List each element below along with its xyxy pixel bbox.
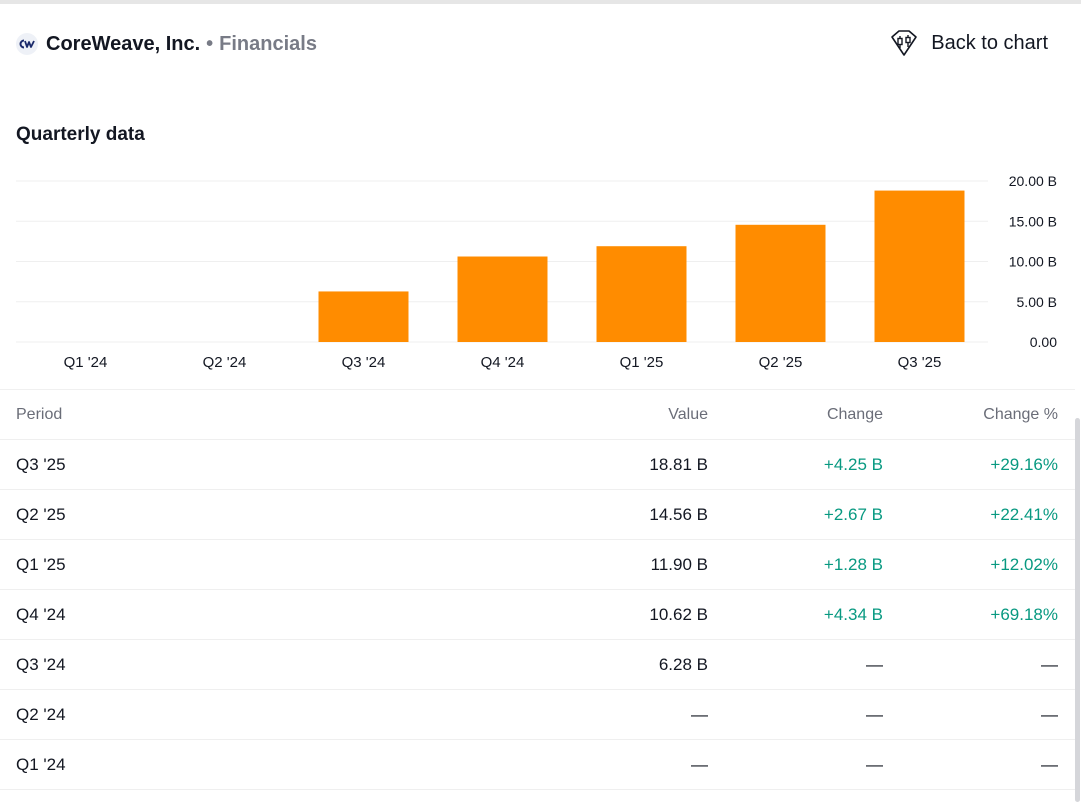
y-tick-label: 10.00 B bbox=[1009, 254, 1057, 270]
row-period: Q3 '25 bbox=[16, 454, 66, 474]
row-value: 14.56 B bbox=[649, 504, 708, 524]
financials-table: Period Value Change Change % Q3 '25 18.81… bbox=[0, 389, 1075, 790]
x-tick-label: Q2 '25 bbox=[759, 354, 803, 371]
row-change: — bbox=[866, 704, 883, 724]
row-change: — bbox=[866, 654, 883, 674]
row-change-pct: — bbox=[1041, 704, 1058, 724]
header-change[interactable]: Change bbox=[826, 405, 883, 423]
table-header-row: Period Value Change Change % bbox=[0, 390, 1075, 440]
y-tick-label: 0.00 bbox=[1030, 334, 1057, 350]
table-body: Q3 '25 18.81 B +4.25 B +29.16% Q2 '25 14.56 B… bbox=[0, 440, 1075, 790]
row-period: Q4 '24 bbox=[16, 604, 66, 624]
header-period[interactable]: Period bbox=[16, 405, 63, 423]
table-row[interactable]: Q3 '25 18.81 B +4.25 B +29.16% bbox=[0, 440, 1075, 490]
header-change-pct[interactable]: Change % bbox=[983, 405, 1058, 423]
row-change: +4.25 B bbox=[823, 454, 883, 474]
bar[interactable] bbox=[874, 190, 965, 342]
x-tick-label: Q1 '24 bbox=[64, 354, 108, 371]
row-value: 6.28 B bbox=[658, 654, 708, 674]
row-period: Q3 '24 bbox=[16, 654, 66, 674]
row-change-pct: — bbox=[1041, 654, 1058, 674]
row-value: — bbox=[691, 704, 708, 724]
row-value: — bbox=[691, 754, 708, 774]
back-to-chart-button[interactable]: Back to chart bbox=[889, 28, 1048, 58]
x-tick-label: Q2 '24 bbox=[203, 354, 247, 371]
row-change: +1.28 B bbox=[823, 554, 883, 574]
table-row[interactable]: Q2 '24 — — — bbox=[0, 690, 1075, 740]
row-value: 18.81 B bbox=[649, 454, 708, 474]
title-separator: • bbox=[206, 32, 214, 55]
section-name: Financials bbox=[219, 32, 317, 55]
bar[interactable] bbox=[596, 246, 687, 342]
row-change-pct: +69.18% bbox=[990, 604, 1058, 624]
table-row[interactable]: Q4 '24 10.62 B +4.34 B +69.18% bbox=[0, 590, 1075, 640]
x-tick-label: Q3 '25 bbox=[898, 354, 942, 371]
scrollbar[interactable] bbox=[1075, 418, 1080, 802]
y-tick-label: 15.00 B bbox=[1009, 213, 1057, 229]
row-value: 11.90 B bbox=[650, 554, 708, 574]
back-to-chart-label: Back to chart bbox=[931, 31, 1048, 54]
x-tick-label: Q3 '24 bbox=[342, 354, 386, 371]
bar[interactable] bbox=[457, 256, 548, 342]
row-change: — bbox=[866, 754, 883, 774]
page-header: CoreWeave, Inc. • Financials bbox=[16, 30, 317, 58]
y-tick-label: 5.00 B bbox=[1017, 294, 1057, 310]
company-name[interactable]: CoreWeave, Inc. bbox=[46, 32, 201, 55]
table-row[interactable]: Q3 '24 6.28 B — — bbox=[0, 640, 1075, 690]
row-change: +2.67 B bbox=[823, 504, 883, 524]
y-tick-label: 20.00 B bbox=[1009, 173, 1057, 189]
x-tick-label: Q4 '24 bbox=[481, 354, 525, 371]
candlestick-chart-icon bbox=[891, 30, 918, 56]
x-tick-label: Q1 '25 bbox=[620, 354, 664, 371]
top-border bbox=[0, 0, 1081, 4]
coreweave-logo-icon bbox=[16, 33, 38, 55]
row-change-pct: +29.16% bbox=[990, 454, 1058, 474]
row-period: Q1 '24 bbox=[16, 754, 66, 774]
table-row[interactable]: Q1 '25 11.90 B +1.28 B +12.02% bbox=[0, 540, 1075, 590]
quarterly-data-title: Quarterly data bbox=[16, 124, 145, 145]
table-row[interactable]: Q2 '25 14.56 B +2.67 B +22.41% bbox=[0, 490, 1075, 540]
table-row[interactable]: Q1 '24 — — — bbox=[0, 740, 1075, 790]
quarterly-bar-chart: 0.00 5.00 B 10.00 B 15.00 B 20.00 B Q1 '24 Q2 … bbox=[16, 173, 1057, 371]
row-period: Q1 '25 bbox=[16, 554, 66, 574]
header-value[interactable]: Value bbox=[668, 405, 708, 423]
row-change-pct: +22.41% bbox=[990, 504, 1058, 524]
row-period: Q2 '25 bbox=[16, 504, 66, 524]
row-change: +4.34 B bbox=[823, 604, 883, 624]
bar[interactable] bbox=[735, 224, 826, 342]
row-period: Q2 '24 bbox=[16, 704, 66, 724]
row-change-pct: — bbox=[1041, 754, 1058, 774]
bar[interactable] bbox=[318, 291, 409, 342]
row-change-pct: +12.02% bbox=[990, 554, 1058, 574]
row-value: 10.62 B bbox=[649, 604, 708, 624]
